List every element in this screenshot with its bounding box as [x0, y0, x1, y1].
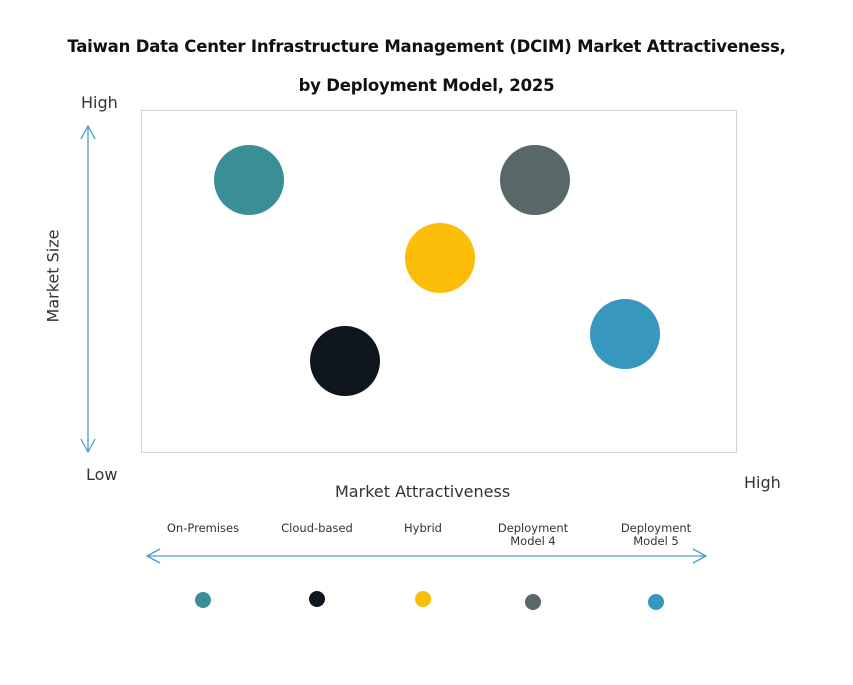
- legend-dot-cloud-based-icon: [309, 591, 325, 607]
- y-axis-low-label: Low: [86, 465, 118, 484]
- legend-dot-on-premises-icon: [195, 592, 211, 608]
- legend-label-deployment-model-4: Deployment Model 4: [497, 521, 569, 548]
- bubble-deployment-model-4: [500, 144, 571, 215]
- bubble-cloud-based: [309, 326, 380, 397]
- legend-label-on-premises: On-Premises: [166, 521, 240, 535]
- x-axis-high-label: High: [744, 473, 781, 492]
- legend-dot-hybrid-icon: [415, 591, 431, 607]
- legend-double-arrow-icon: [145, 548, 708, 564]
- plot-area: [141, 110, 737, 453]
- chart-title-line-2: by Deployment Model, 2025: [298, 76, 555, 95]
- bubble-on-premises: [214, 144, 285, 215]
- legend-label-hybrid: Hybrid: [404, 521, 442, 535]
- legend-label-cloud-based: Cloud-based: [281, 521, 353, 535]
- y-axis-double-arrow-icon: [80, 124, 96, 454]
- y-axis-title: Market Size: [43, 229, 63, 323]
- chart-title-line-1: Taiwan Data Center Infrastructure Manage…: [67, 37, 786, 56]
- bubble-deployment-model-5: [589, 298, 660, 369]
- legend-dot-deployment-model-4-icon: [525, 594, 541, 610]
- bubble-hybrid: [405, 223, 475, 294]
- x-axis-title: Market Attractiveness: [335, 482, 511, 501]
- legend-label-deployment-model-5: Deployment Model 5: [620, 521, 692, 548]
- y-axis-high-label: High: [81, 93, 118, 112]
- legend-dot-deployment-model-5-icon: [648, 594, 664, 610]
